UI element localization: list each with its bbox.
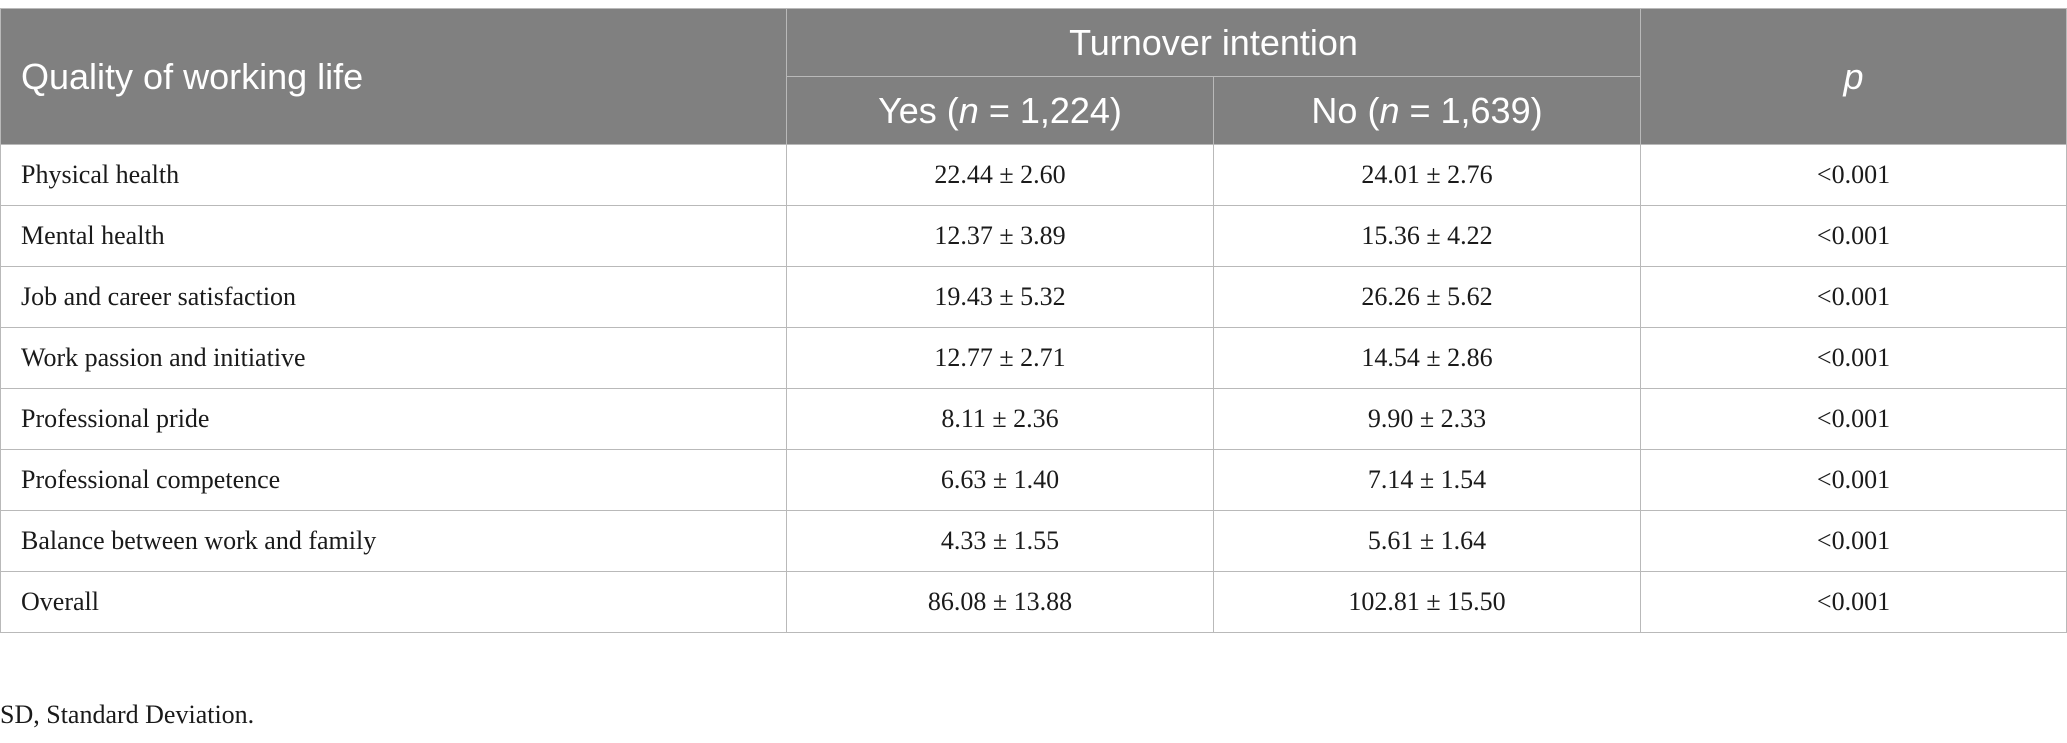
p-value-header: p [1640, 8, 2067, 145]
table-row: Work passion and initiative 12.77 ± 2.71… [0, 327, 2067, 389]
row-label: Job and career satisfaction [0, 266, 787, 328]
p-value: <0.001 [1640, 327, 2067, 389]
turnover-intention-header: Turnover intention [785, 8, 1642, 77]
row-label: Mental health [0, 205, 787, 267]
yes-value: 22.44 ± 2.60 [786, 144, 1214, 206]
table-row: Balance between work and family 4.33 ± 1… [0, 510, 2067, 572]
yes-value: 86.08 ± 13.88 [786, 571, 1214, 633]
row-label: Overall [0, 571, 787, 633]
no-value: 24.01 ± 2.76 [1212, 144, 1642, 206]
no-value: 7.14 ± 1.54 [1212, 449, 1642, 511]
row-label-header: Quality of working life [0, 8, 787, 145]
table-header: Quality of working life Turnover intenti… [0, 8, 2067, 145]
p-value: <0.001 [1640, 388, 2067, 450]
yes-value: 4.33 ± 1.55 [786, 510, 1214, 572]
table-row: Physical health 22.44 ± 2.60 24.01 ± 2.7… [0, 144, 2067, 206]
p-value: <0.001 [1640, 144, 2067, 206]
no-suffix: = 1,639) [1399, 89, 1543, 131]
p-value: <0.001 [1640, 571, 2067, 633]
no-value: 5.61 ± 1.64 [1212, 510, 1642, 572]
footnote: SD, Standard Deviation. [0, 700, 255, 729]
yes-value: 12.77 ± 2.71 [786, 327, 1214, 389]
yes-value: 12.37 ± 3.89 [786, 205, 1214, 267]
table-row: Mental health 12.37 ± 3.89 15.36 ± 4.22 … [0, 205, 2067, 267]
yes-prefix: Yes ( [878, 89, 959, 131]
table-row: Job and career satisfaction 19.43 ± 5.32… [0, 266, 2067, 328]
yes-suffix: = 1,224) [978, 89, 1122, 131]
no-value: 15.36 ± 4.22 [1212, 205, 1642, 267]
yes-value: 19.43 ± 5.32 [786, 266, 1214, 328]
no-value: 26.26 ± 5.62 [1212, 266, 1642, 328]
no-column-header: No (n = 1,639) [1212, 76, 1642, 145]
row-label: Professional pride [0, 388, 787, 450]
p-value: <0.001 [1640, 205, 2067, 267]
no-n-symbol: n [1379, 89, 1400, 131]
p-symbol: p [1843, 55, 1864, 97]
p-value: <0.001 [1640, 266, 2067, 328]
yes-value: 8.11 ± 2.36 [786, 388, 1214, 450]
p-value: <0.001 [1640, 449, 2067, 511]
yes-n-symbol: n [958, 89, 979, 131]
data-table: Quality of working life Turnover intenti… [0, 8, 2067, 633]
yes-column-header: Yes (n = 1,224) [786, 76, 1214, 145]
row-label: Physical health [0, 144, 787, 206]
no-value: 14.54 ± 2.86 [1212, 327, 1642, 389]
header-row-2: Yes (n = 1,224) No (n = 1,639) [1, 76, 2067, 145]
row-label: Work passion and initiative [0, 327, 787, 389]
no-value: 102.81 ± 15.50 [1212, 571, 1642, 633]
table-row: Overall 86.08 ± 13.88 102.81 ± 15.50 <0.… [0, 571, 2067, 633]
header-row-1: Quality of working life Turnover intenti… [0, 8, 2067, 145]
no-prefix: No ( [1311, 89, 1380, 131]
yes-value: 6.63 ± 1.40 [786, 449, 1214, 511]
row-label: Professional competence [0, 449, 787, 511]
table-body: Physical health 22.44 ± 2.60 24.01 ± 2.7… [0, 144, 2067, 633]
p-value: <0.001 [1640, 510, 2067, 572]
table-row: Professional competence 6.63 ± 1.40 7.14… [0, 449, 2067, 511]
row-label: Balance between work and family [0, 510, 787, 572]
table-row: Professional pride 8.11 ± 2.36 9.90 ± 2.… [0, 388, 2067, 450]
no-value: 9.90 ± 2.33 [1212, 388, 1642, 450]
